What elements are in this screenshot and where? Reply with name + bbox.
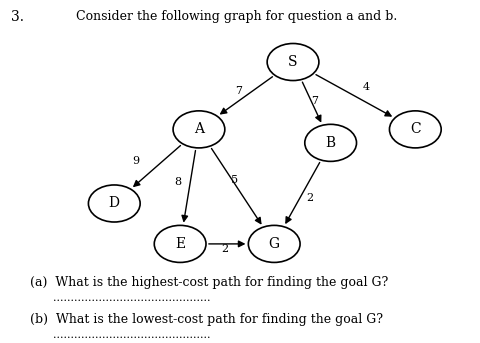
Text: Consider the following graph for question a and b.: Consider the following graph for questio… <box>76 10 396 23</box>
Text: .............................................: ........................................… <box>53 293 210 303</box>
Text: (a)  What is the highest-cost path for finding the goal G?: (a) What is the highest-cost path for fi… <box>30 276 387 289</box>
Text: (b)  What is the lowest-cost path for finding the goal G?: (b) What is the lowest-cost path for fin… <box>30 313 382 326</box>
Text: C: C <box>409 122 420 137</box>
Text: B: B <box>325 136 335 150</box>
Text: S: S <box>288 55 297 69</box>
Text: 8: 8 <box>174 177 181 187</box>
Text: .............................................: ........................................… <box>53 330 210 340</box>
Text: 2: 2 <box>305 193 312 203</box>
Text: 9: 9 <box>132 156 139 166</box>
Text: 3.: 3. <box>11 10 24 24</box>
Circle shape <box>266 44 318 81</box>
Text: 2: 2 <box>221 244 228 254</box>
Circle shape <box>173 111 224 148</box>
Circle shape <box>154 225 205 262</box>
Text: D: D <box>108 197 120 211</box>
Circle shape <box>304 124 356 161</box>
Circle shape <box>389 111 440 148</box>
Text: 5: 5 <box>230 175 237 185</box>
Text: 4: 4 <box>361 82 369 92</box>
Circle shape <box>248 225 300 262</box>
Text: G: G <box>268 237 279 251</box>
Circle shape <box>88 185 140 222</box>
Text: A: A <box>193 122 204 137</box>
Text: E: E <box>175 237 185 251</box>
Text: 7: 7 <box>310 96 317 106</box>
Text: 7: 7 <box>235 86 242 96</box>
